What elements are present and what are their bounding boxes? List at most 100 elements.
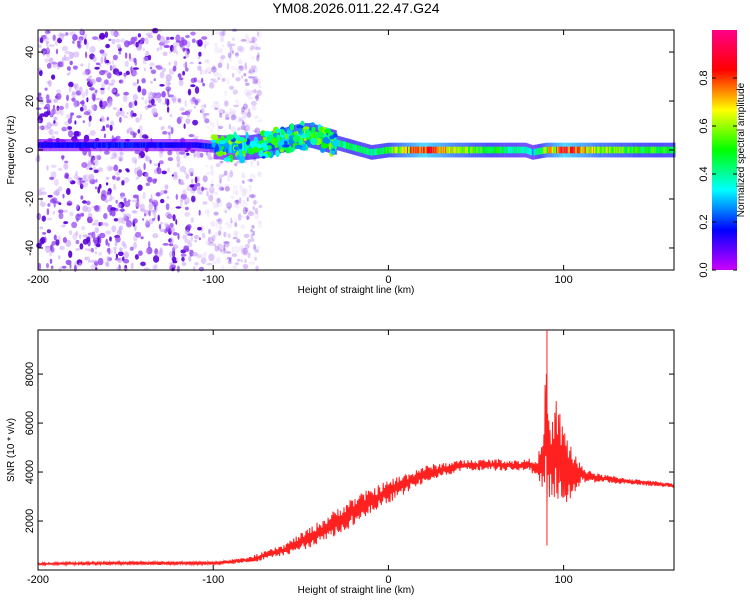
ridge-core bbox=[374, 148, 376, 156]
ridge-core bbox=[630, 146, 633, 154]
ridge-core bbox=[48, 142, 51, 148]
ridge-core bbox=[401, 146, 404, 154]
noise-speckle bbox=[60, 33, 66, 37]
noise-speckle bbox=[222, 243, 229, 247]
noise-speckle bbox=[90, 247, 95, 253]
ridge-core bbox=[351, 143, 353, 151]
ridge-core bbox=[442, 146, 445, 154]
noise-speckle bbox=[187, 109, 193, 113]
noise-speckle bbox=[95, 178, 98, 183]
noise-speckle bbox=[38, 69, 43, 77]
noise-speckle bbox=[136, 203, 141, 207]
noise-speckle bbox=[184, 229, 190, 235]
noise-speckle bbox=[110, 207, 116, 211]
ridge-core bbox=[404, 146, 407, 154]
noise-speckle bbox=[95, 154, 102, 159]
noise-speckle bbox=[99, 118, 103, 122]
ridge-core bbox=[58, 142, 60, 148]
noise-speckle bbox=[51, 62, 58, 65]
noise-speckle bbox=[69, 60, 73, 66]
noise-speckle bbox=[224, 210, 227, 214]
noise-speckle bbox=[228, 112, 231, 115]
ridge-core bbox=[411, 146, 413, 154]
noise-speckle bbox=[223, 241, 230, 244]
ridge-core bbox=[163, 142, 165, 148]
ridge-core bbox=[477, 146, 479, 154]
ridge-core bbox=[614, 146, 616, 154]
noise-speckle bbox=[250, 160, 253, 167]
ridge-core bbox=[503, 146, 506, 154]
noise-speckle bbox=[250, 45, 255, 51]
noise-speckle bbox=[111, 225, 117, 233]
noise-speckle bbox=[242, 103, 248, 110]
noise-speckle bbox=[197, 226, 202, 231]
ridge-blob bbox=[317, 131, 324, 137]
ridge-core bbox=[628, 146, 631, 154]
noise-speckle bbox=[192, 265, 196, 272]
ridge-core bbox=[117, 142, 120, 148]
noise-speckle bbox=[201, 36, 208, 40]
noise-speckle bbox=[258, 119, 263, 123]
ridge-blob bbox=[310, 132, 315, 139]
noise-speckle bbox=[132, 67, 139, 70]
ridge-core bbox=[93, 142, 96, 148]
noise-speckle bbox=[152, 233, 159, 239]
noise-speckle bbox=[163, 190, 168, 194]
noise-speckle bbox=[176, 265, 180, 273]
noise-speckle bbox=[183, 245, 190, 252]
noise-speckle bbox=[46, 263, 49, 269]
ridge-core bbox=[155, 142, 158, 148]
noise-speckle bbox=[135, 41, 139, 48]
noise-speckle bbox=[218, 186, 225, 191]
noise-speckle bbox=[198, 51, 202, 57]
noise-speckle bbox=[216, 219, 221, 222]
ridge-core bbox=[528, 148, 531, 155]
noise-speckle bbox=[256, 78, 261, 86]
noise-speckle bbox=[93, 205, 100, 210]
ridge-core bbox=[525, 146, 528, 154]
noise-speckle bbox=[119, 116, 122, 123]
noise-speckle bbox=[149, 62, 155, 67]
noise-speckle bbox=[152, 178, 157, 184]
noise-speckle bbox=[154, 248, 159, 255]
noise-speckle bbox=[223, 247, 227, 254]
noise-speckle bbox=[100, 221, 103, 226]
ridge-core bbox=[138, 142, 141, 148]
noise-speckle bbox=[202, 201, 208, 205]
noise-speckle bbox=[234, 262, 240, 265]
ridge-core bbox=[389, 146, 391, 154]
noise-speckle bbox=[256, 160, 260, 166]
noise-speckle bbox=[249, 68, 254, 75]
noise-speckle bbox=[120, 38, 126, 43]
noise-speckle bbox=[159, 71, 165, 79]
noise-speckle bbox=[225, 256, 230, 261]
noise-speckle bbox=[229, 56, 232, 62]
noise-speckle bbox=[124, 214, 128, 219]
noise-speckle bbox=[67, 177, 73, 183]
noise-speckle bbox=[235, 205, 240, 209]
noise-speckle bbox=[63, 162, 69, 170]
noise-speckle bbox=[104, 190, 111, 197]
noise-speckle bbox=[159, 35, 165, 44]
ridge-core bbox=[159, 142, 162, 148]
noise-speckle bbox=[223, 231, 226, 238]
noise-speckle bbox=[91, 93, 96, 101]
noise-speckle bbox=[216, 200, 223, 207]
noise-speckle bbox=[242, 188, 247, 196]
noise-speckle bbox=[247, 239, 251, 244]
noise-speckle bbox=[68, 250, 73, 258]
noise-speckle bbox=[123, 258, 130, 264]
ridge-core bbox=[637, 146, 639, 154]
noise-speckle bbox=[239, 186, 244, 192]
noise-speckle bbox=[152, 209, 155, 215]
noise-speckle bbox=[253, 89, 257, 93]
noise-speckle bbox=[205, 151, 208, 156]
noise-speckle bbox=[118, 169, 122, 173]
noise-speckle bbox=[228, 233, 231, 239]
noise-speckle bbox=[103, 212, 108, 220]
noise-speckle bbox=[218, 125, 224, 130]
noise-speckle bbox=[101, 81, 106, 89]
noise-speckle bbox=[68, 230, 73, 236]
ridge-core bbox=[206, 143, 208, 149]
